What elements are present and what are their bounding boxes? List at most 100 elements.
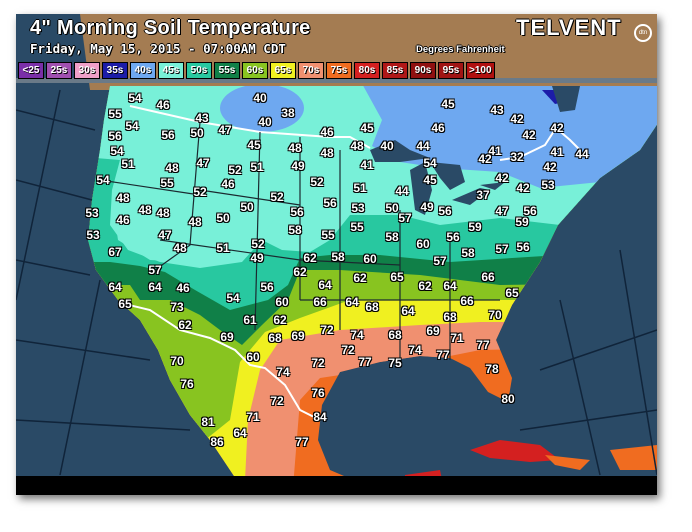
graticule-line	[539, 329, 657, 371]
temperature-reading: 73	[170, 300, 184, 314]
temperature-reading: 75	[388, 356, 402, 370]
us-mexico-border	[124, 303, 321, 421]
temperature-reading: 56	[260, 280, 274, 294]
temperature-reading: 52	[310, 175, 324, 189]
temperature-reading: 42	[510, 112, 524, 126]
graticule-line	[619, 249, 657, 476]
temperature-reading: 55	[321, 228, 335, 242]
temperature-reading: 74	[408, 343, 422, 357]
legend-swatch: 85s	[382, 62, 408, 79]
temperature-reading: 68	[268, 331, 282, 345]
legend-swatch: 90s	[410, 62, 436, 79]
temperature-reading: 53	[86, 228, 100, 242]
state-line	[199, 189, 301, 206]
graticule-line	[559, 299, 601, 476]
temperature-reading: 49	[291, 159, 305, 173]
temperature-reading: 69	[220, 330, 234, 344]
temperature-reading: 45	[441, 97, 455, 111]
temperature-reading: 48	[350, 139, 364, 153]
temperature-reading: 40	[380, 139, 394, 153]
temperature-reading: 51	[250, 160, 264, 174]
temperature-reading: 48	[320, 146, 334, 160]
temperature-reading: 62	[178, 318, 192, 332]
temperature-reading: 45	[360, 121, 374, 135]
temperature-reading: 50	[216, 211, 230, 225]
us-canada-border-east	[499, 126, 581, 161]
temperature-reading: 80	[501, 392, 515, 406]
dtn-logo-icon: dtn	[634, 24, 652, 42]
temperature-reading: 60	[246, 350, 260, 364]
temperature-reading: 56	[516, 240, 530, 254]
temperature-reading: 86	[210, 435, 224, 449]
temperature-reading: 64	[148, 280, 162, 294]
us-canada-border	[129, 105, 371, 149]
temperature-reading: 62	[293, 265, 307, 279]
graticule-line	[16, 339, 151, 361]
temperature-reading: 53	[85, 206, 99, 220]
temperature-reading: 68	[443, 310, 457, 324]
temperature-reading: 69	[291, 329, 305, 343]
temperature-reading: 58	[385, 230, 399, 244]
temperature-reading: 51	[121, 157, 135, 171]
legend-swatch: 75s	[326, 62, 352, 79]
temperature-reading: 71	[246, 410, 260, 424]
temperature-reading: 55	[160, 176, 174, 190]
temperature-reading: 68	[365, 300, 379, 314]
cuba-east	[545, 455, 590, 470]
temperature-reading: 50	[240, 200, 254, 214]
temperature-reading: 48	[156, 206, 170, 220]
temperature-bands	[88, 86, 657, 495]
legend-swatch: 95s	[438, 62, 464, 79]
temperature-reading: 56	[108, 129, 122, 143]
temperature-reading: 46	[221, 177, 235, 191]
temperature-reading: 68	[388, 328, 402, 342]
legend-swatch: 70s	[298, 62, 324, 79]
temperature-reading: 72	[341, 343, 355, 357]
temperature-reading: 41	[488, 144, 502, 158]
lake	[430, 162, 465, 190]
map-date: Friday, May 15, 2015 - 07:00AM CDT	[30, 41, 286, 56]
temperature-reading: 58	[461, 246, 475, 260]
temperature-reading: 44	[416, 139, 430, 153]
temperature-reading: 44	[395, 184, 409, 198]
temperature-reading: 45	[247, 138, 261, 152]
temperature-reading: 46	[156, 98, 170, 112]
temperature-reading: 56	[290, 205, 304, 219]
temperature-reading: 50	[385, 201, 399, 215]
temperature-reading: 77	[476, 338, 490, 352]
temperature-reading: 42	[550, 121, 564, 135]
temperature-reading: 67	[108, 245, 122, 259]
legend-swatch: >100	[466, 62, 495, 79]
temperature-reading: 54	[125, 119, 139, 133]
temperature-reading: 57	[433, 254, 447, 268]
temperature-reading: 46	[176, 281, 190, 295]
temperature-reading: 84	[313, 410, 327, 424]
temperature-reading: 49	[420, 200, 434, 214]
temperature-reading: 48	[138, 203, 152, 217]
temperature-reading: 57	[495, 242, 509, 256]
temperature-reading: 61	[243, 313, 257, 327]
temperature-reading: 71	[450, 331, 464, 345]
graticule-line	[519, 409, 657, 431]
legend-swatch: <25	[18, 62, 44, 79]
temperature-reading: 46	[431, 121, 445, 135]
lake	[370, 140, 430, 162]
temperature-reading: 70	[170, 354, 184, 368]
temperature-reading: 62	[418, 279, 432, 293]
temperature-reading: 54	[128, 91, 142, 105]
temperature-reading: 65	[118, 297, 132, 311]
legend-swatch: 25s	[46, 62, 72, 79]
band-45s-west	[112, 140, 300, 262]
temperature-reading: 77	[436, 348, 450, 362]
temperature-reading: 76	[180, 377, 194, 391]
temperature-reading: 56	[438, 204, 452, 218]
state-line	[299, 259, 401, 266]
temperature-reading: 72	[270, 394, 284, 408]
soil-temperature-map: 4" Morning Soil Temperature Friday, May …	[16, 14, 657, 495]
state-line	[254, 131, 261, 331]
temperature-reading: 52	[270, 190, 284, 204]
state-line	[99, 179, 201, 196]
temperature-reading: 53	[541, 178, 555, 192]
color-legend: <25 25s 30s 35s 40s 45s 50s 55s 60s 65s 70s 75s 80s 8…	[18, 62, 495, 79]
temperature-reading: 66	[481, 270, 495, 284]
